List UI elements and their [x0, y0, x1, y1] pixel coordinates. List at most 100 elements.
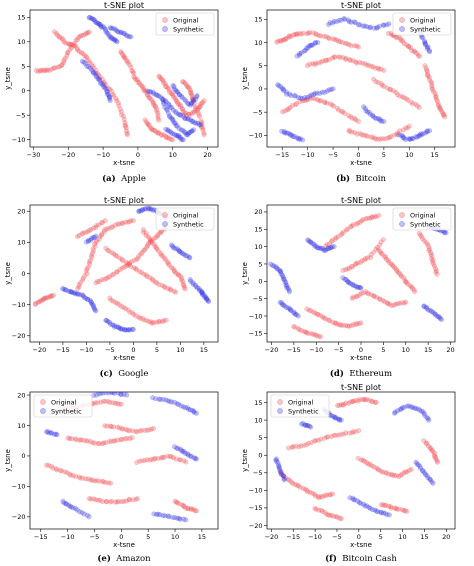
synthetic-point: [68, 289, 74, 295]
original-point: [414, 103, 420, 109]
original-point: [108, 224, 114, 230]
original-point: [199, 100, 205, 106]
synthetic-point: [424, 415, 430, 421]
original-point: [349, 264, 355, 270]
original-point: [77, 437, 83, 443]
original-point: [333, 514, 339, 520]
synthetic-point: [162, 97, 168, 103]
original-point: [143, 272, 149, 278]
synthetic-point: [105, 92, 111, 98]
y-tick-label: 10: [17, 422, 25, 430]
synthetic-point: [191, 127, 197, 133]
synthetic-point: [322, 247, 328, 253]
x-tick-label: 20: [442, 533, 450, 541]
synthetic-point: [429, 479, 435, 485]
original-point: [186, 111, 192, 117]
original-point: [63, 40, 69, 46]
synthetic-point: [206, 299, 212, 305]
x-tick-label: 0: [136, 151, 140, 159]
original-point: [128, 64, 134, 70]
original-point: [309, 490, 315, 496]
original-point: [123, 259, 129, 265]
original-point: [379, 251, 385, 257]
original-point: [93, 68, 99, 74]
original-point: [57, 35, 63, 41]
original-point: [340, 109, 346, 115]
original-point: [171, 269, 177, 275]
synthetic-point: [176, 92, 182, 98]
original-point: [153, 245, 159, 251]
synthetic-point: [296, 95, 302, 101]
original-point: [134, 257, 140, 263]
x-axis-label: x-tsne: [350, 159, 372, 167]
original-point: [349, 430, 355, 436]
synthetic-point: [319, 89, 325, 95]
original-point: [54, 467, 60, 473]
synthetic-point: [178, 446, 184, 452]
synthetic-point: [201, 292, 207, 298]
synthetic-point: [192, 282, 198, 288]
original-point: [183, 459, 189, 465]
synthetic-point: [203, 295, 209, 301]
synthetic-point: [195, 285, 201, 291]
original-point: [322, 100, 328, 106]
synthetic-point: [366, 504, 372, 510]
panel-caption: (b) Bitcoin: [336, 173, 386, 184]
synthetic-point: [177, 134, 183, 140]
synthetic-point: [151, 91, 157, 97]
x-axis-label: x-tsne: [113, 159, 135, 167]
original-point: [292, 324, 298, 330]
original-point: [352, 116, 358, 122]
original-point: [181, 283, 187, 289]
original-point: [437, 105, 443, 111]
synthetic-point: [167, 104, 173, 110]
original-point: [433, 456, 439, 462]
original-point: [166, 136, 172, 142]
original-point: [337, 54, 343, 60]
original-point: [178, 273, 184, 279]
synthetic-point: [278, 469, 284, 475]
original-point: [80, 475, 86, 481]
synthetic-point: [308, 42, 314, 48]
x-tick-label: −15: [287, 346, 301, 354]
original-point: [348, 224, 354, 230]
original-point: [75, 286, 81, 292]
original-point: [93, 280, 99, 286]
original-point: [144, 457, 150, 463]
original-point: [136, 253, 142, 259]
original-point: [338, 232, 344, 238]
synthetic-point: [116, 325, 122, 331]
original-point: [305, 489, 311, 495]
legend-marker-synthetic: [399, 221, 405, 227]
original-point: [86, 496, 92, 502]
original-point: [360, 457, 366, 463]
original-point: [134, 429, 140, 435]
original-point: [288, 34, 294, 40]
x-tick-label: −10: [61, 533, 75, 541]
original-point: [186, 85, 192, 91]
original-point: [158, 252, 164, 258]
original-point: [395, 92, 401, 98]
original-point: [389, 262, 395, 268]
y-tick-label: 10: [254, 243, 262, 251]
original-point: [145, 234, 151, 240]
y-tick-label: −10: [249, 312, 263, 320]
original-point: [162, 285, 168, 291]
original-point: [168, 136, 174, 142]
original-point: [343, 430, 349, 436]
original-point: [354, 131, 360, 137]
x-tick-label: −15: [286, 533, 300, 541]
synthetic-point: [340, 275, 346, 281]
synthetic-point: [201, 294, 207, 300]
original-point: [302, 486, 308, 492]
original-point: [348, 399, 354, 405]
original-point: [183, 505, 189, 511]
original-point: [343, 323, 349, 329]
original-point: [98, 399, 104, 405]
original-point: [289, 102, 295, 108]
original-point: [402, 300, 408, 306]
original-point: [139, 83, 145, 89]
original-point: [147, 275, 153, 281]
synthetic-point: [186, 130, 192, 136]
original-point: [343, 400, 349, 406]
